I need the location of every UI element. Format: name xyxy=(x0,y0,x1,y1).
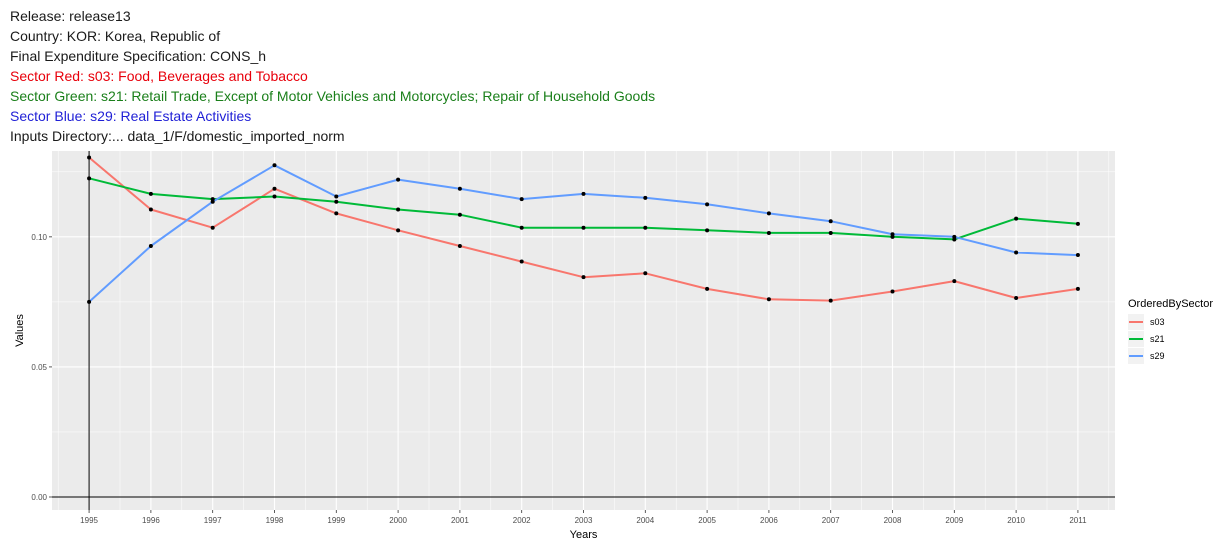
series-points xyxy=(87,155,1080,304)
legend-label-s03: s03 xyxy=(1150,317,1165,327)
x-tick-label: 1996 xyxy=(142,516,160,525)
data-point-s29 xyxy=(1075,253,1080,258)
data-point-s03 xyxy=(1075,286,1080,291)
legend: OrderedBySector s03 s21 s29 xyxy=(1128,298,1213,364)
data-point-s29 xyxy=(766,211,771,216)
data-point-s03 xyxy=(828,298,833,303)
data-point-s21 xyxy=(705,228,710,233)
x-tick-label: 2011 xyxy=(1069,516,1087,525)
inputs-directory-label: Inputs Directory:... data_1/F/domestic_i… xyxy=(10,128,345,144)
data-point-s21 xyxy=(334,199,339,204)
release-label: Release: release13 xyxy=(10,8,131,24)
data-point-s29 xyxy=(396,177,401,182)
data-point-s29 xyxy=(210,199,215,204)
axes xyxy=(52,151,1115,510)
legend-title: OrderedBySector xyxy=(1128,298,1213,310)
data-point-s03 xyxy=(1014,295,1019,300)
x-tick-label: 2000 xyxy=(389,516,407,525)
data-point-s21 xyxy=(1075,221,1080,226)
x-tick-label: 2007 xyxy=(822,516,840,525)
x-axis-title: Years xyxy=(570,529,598,541)
data-point-s21 xyxy=(87,176,92,181)
x-tick-label: 1999 xyxy=(327,516,345,525)
x-tick-label: 1995 xyxy=(80,516,98,525)
data-point-s21 xyxy=(643,225,648,230)
sector-blue-label: Sector Blue: s29: Real Estate Activities xyxy=(10,108,252,124)
data-point-s29 xyxy=(334,194,339,199)
data-point-s21 xyxy=(519,225,524,230)
data-point-s03 xyxy=(705,286,710,291)
x-tick-label: 2009 xyxy=(945,516,963,525)
data-point-s21 xyxy=(396,207,401,212)
data-point-s29 xyxy=(643,195,648,200)
data-point-s21 xyxy=(828,230,833,235)
x-tick-label: 2002 xyxy=(513,516,531,525)
data-point-s21 xyxy=(581,225,586,230)
data-point-s03 xyxy=(210,225,215,230)
data-point-s03 xyxy=(643,271,648,276)
legend-label-s21: s21 xyxy=(1150,334,1165,344)
data-point-s29 xyxy=(1014,250,1019,255)
data-point-s21 xyxy=(1014,216,1019,221)
y-tick-label: 0.00 xyxy=(31,493,47,502)
legend-label-s29: s29 xyxy=(1150,351,1165,361)
data-point-s03 xyxy=(766,297,771,302)
data-point-s03 xyxy=(952,279,957,284)
data-point-s03 xyxy=(581,275,586,280)
data-point-s03 xyxy=(457,243,462,248)
spec-label: Final Expenditure Specification: CONS_h xyxy=(10,48,267,64)
y-tick-label: 0.05 xyxy=(31,363,47,372)
country-label: Country: KOR: Korea, Republic of xyxy=(10,28,221,44)
data-point-s29 xyxy=(457,186,462,191)
x-tick-label: 1997 xyxy=(204,516,222,525)
data-point-s03 xyxy=(890,289,895,294)
data-point-s29 xyxy=(581,191,586,196)
y-axis-title: Values xyxy=(14,314,26,347)
data-point-s03 xyxy=(519,259,524,264)
x-tick-label: 1998 xyxy=(266,516,284,525)
x-tick-label: 2010 xyxy=(1007,516,1025,525)
data-point-s29 xyxy=(148,243,153,248)
y-tick-label: 0.10 xyxy=(31,233,47,242)
data-point-s21 xyxy=(457,212,462,217)
data-point-s29 xyxy=(87,299,92,304)
x-tick-label: 2005 xyxy=(698,516,716,525)
data-point-s03 xyxy=(87,155,92,160)
data-point-s03 xyxy=(396,228,401,233)
x-tick-label: 2006 xyxy=(760,516,778,525)
x-tick-label: 2003 xyxy=(575,516,593,525)
tick-labels: 1995 1996 1997 1998 1999 2000 2001 2002 2003 2004… xyxy=(31,233,1087,525)
data-point-s29 xyxy=(952,234,957,239)
data-point-s03 xyxy=(148,207,153,212)
data-point-s29 xyxy=(705,202,710,207)
data-point-s21 xyxy=(272,194,277,199)
data-point-s29 xyxy=(272,163,277,168)
data-point-s29 xyxy=(828,219,833,224)
data-point-s29 xyxy=(890,232,895,237)
x-tick-label: 2001 xyxy=(451,516,469,525)
data-point-s21 xyxy=(148,191,153,196)
data-point-s21 xyxy=(766,230,771,235)
sector-red-label: Sector Red: s03: Food, Beverages and Tob… xyxy=(10,68,308,84)
data-point-s03 xyxy=(334,211,339,216)
data-point-s29 xyxy=(519,197,524,202)
x-tick-label: 2008 xyxy=(884,516,902,525)
x-tick-label: 2004 xyxy=(636,516,654,525)
data-point-s03 xyxy=(272,186,277,191)
sector-green-label: Sector Green: s21: Retail Trade, Except … xyxy=(10,88,656,104)
